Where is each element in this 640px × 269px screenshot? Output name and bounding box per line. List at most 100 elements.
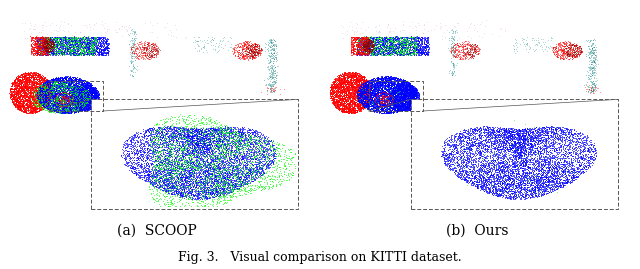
Point [589,49,599,54]
Point [200,183,210,187]
Point [173,160,183,164]
Point [552,146,562,150]
Point [71,76,81,80]
Point [444,138,454,142]
Point [191,179,201,183]
Point [32,35,42,39]
Point [465,159,476,163]
Point [362,97,372,101]
Point [81,96,92,100]
Point [348,38,358,43]
Point [511,181,522,185]
Point [561,150,572,154]
Point [529,195,540,199]
Point [172,175,182,179]
Point [384,36,394,41]
Point [404,39,415,43]
Point [506,173,516,178]
Point [221,168,231,172]
Point [543,130,554,134]
Point [378,102,388,106]
Point [580,145,590,149]
Point [40,46,51,51]
Point [189,136,199,140]
Point [145,154,155,158]
Point [83,95,93,99]
Point [232,169,243,173]
Point [43,83,53,87]
Point [237,179,247,183]
Point [261,153,271,157]
Point [367,39,378,44]
Point [547,45,557,49]
Point [228,48,239,52]
Point [231,137,241,142]
Point [359,103,369,107]
Point [21,86,31,90]
Point [478,149,488,153]
Point [42,50,52,54]
Point [456,145,466,150]
Point [372,79,383,84]
Point [42,84,52,88]
Point [371,94,381,98]
Point [200,203,211,207]
Point [186,154,196,158]
Point [575,160,585,165]
Point [469,129,479,134]
Point [407,86,417,91]
Point [348,96,358,101]
Point [225,155,236,160]
Point [20,96,30,101]
Point [244,51,255,55]
Point [203,128,213,132]
Point [42,44,52,48]
Point [73,89,83,93]
Point [18,104,28,108]
Point [36,52,47,57]
Point [453,43,463,48]
Point [148,148,158,152]
Point [539,126,549,130]
Point [261,170,271,174]
Point [32,95,42,100]
Point [84,95,95,100]
Point [233,129,243,133]
Point [35,97,45,101]
Point [403,83,413,87]
Point [206,171,216,175]
Point [67,37,77,42]
Point [25,107,35,112]
Point [392,97,403,101]
Point [567,177,577,181]
Point [41,84,51,89]
Point [240,166,250,170]
Point [422,40,433,44]
Point [87,106,97,111]
Point [412,35,422,40]
Point [548,149,559,153]
Point [57,100,67,104]
Point [192,192,202,197]
Point [67,97,77,101]
Point [60,37,70,42]
Point [396,81,406,85]
Point [536,147,547,151]
Point [383,38,394,42]
Point [153,151,163,155]
Point [549,182,559,186]
Point [188,149,198,153]
Point [354,103,364,107]
Point [376,38,386,43]
Point [179,190,189,194]
Point [40,75,51,80]
Point [510,186,520,190]
Point [346,47,356,52]
Point [461,182,472,187]
Point [463,147,474,151]
Point [444,135,454,140]
Point [34,36,44,40]
Point [476,136,486,140]
Point [234,175,244,179]
Point [358,89,368,93]
